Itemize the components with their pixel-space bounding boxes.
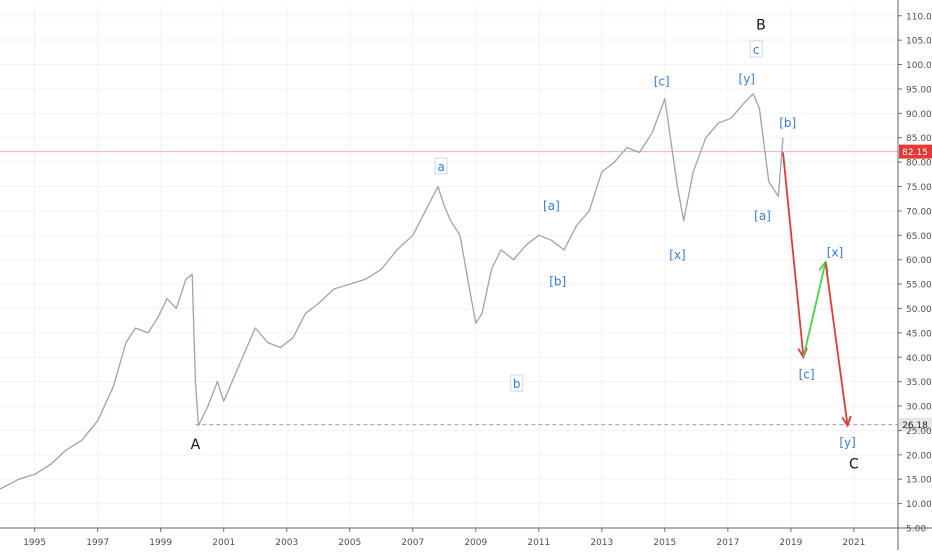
wave-label: [c] — [799, 367, 815, 381]
x-tick-label: 2005 — [338, 538, 361, 548]
wave-labels: Aa b [a] [b] [c] [x] [y] cB [b] [a] [c] [x] [y] C — [191, 18, 859, 473]
x-tick-label: 2017 — [716, 538, 739, 548]
y-tick-label: 90.00 — [906, 110, 932, 120]
y-tick-label: 25.00 — [906, 427, 932, 437]
x-tick-label: 2015 — [653, 538, 676, 548]
y-tick-label: 35.00 — [906, 378, 932, 388]
last-price-label: 82.15 — [902, 148, 928, 158]
y-tick-label: 110.00 — [906, 12, 932, 22]
y-tick-label: 105.00 — [906, 37, 932, 47]
wave-label: [x] — [827, 245, 843, 259]
wave-label: [a] — [754, 209, 771, 223]
wave-label-box — [434, 157, 448, 175]
wave-label: [y] — [739, 72, 755, 86]
x-tick-label: 2013 — [590, 538, 613, 548]
reference-lines: 82.15 26.18 — [0, 144, 932, 432]
x-tick-label: 2011 — [527, 538, 550, 548]
wave-label: c — [753, 43, 760, 57]
y-tick-label: 85.00 — [906, 134, 932, 144]
wave-label: [y] — [839, 436, 855, 450]
projection-arrow-3 — [824, 262, 849, 426]
wave-label: [a] — [543, 199, 560, 213]
wave-label: B — [756, 18, 766, 34]
y-tick-label: 40.00 — [906, 354, 932, 364]
projection-arrow-2 — [802, 261, 827, 358]
y-tick-label: 55.00 — [906, 281, 932, 291]
x-tick-label: 2001 — [212, 538, 235, 548]
y-tick-label: 10.00 — [906, 500, 932, 510]
y-tick-label: 80.00 — [906, 159, 932, 169]
wave-label: [b] — [549, 275, 566, 289]
y-tick-label: 70.00 — [906, 207, 932, 217]
support-badge — [899, 417, 932, 432]
y-tick-label: 15.00 — [906, 476, 932, 486]
y-tick-label: 60.00 — [906, 256, 932, 266]
y-tick-label: 75.00 — [906, 183, 932, 193]
y-tick-label: 45.00 — [906, 329, 932, 339]
projection-arrow-1 — [782, 152, 805, 358]
x-tick-label: 1997 — [86, 538, 109, 548]
wave-label: b — [513, 377, 521, 391]
x-tick-label: 2007 — [401, 538, 424, 548]
wave-label: [c] — [654, 75, 670, 89]
y-tick-label: 95.00 — [906, 85, 932, 95]
wave-label: a — [437, 160, 444, 174]
x-tick-label: 1995 — [23, 538, 46, 548]
x-tick-label: 2019 — [779, 538, 802, 548]
y-tick-label: 20.00 — [906, 451, 932, 461]
projection-arrows — [782, 152, 852, 428]
y-tick-label: 5.00 — [906, 525, 926, 535]
x-tick-label: 1999 — [149, 538, 172, 548]
support-label: 26.18 — [902, 421, 928, 431]
wave-label: C — [849, 457, 859, 473]
x-tick-label: 2003 — [275, 538, 298, 548]
y-tick-label: 50.00 — [906, 305, 932, 315]
x-tick-label: 2021 — [842, 538, 865, 548]
wave-label: [b] — [779, 116, 796, 130]
price-line — [0, 93, 784, 490]
y-tick-label: 100.00 — [906, 61, 932, 71]
price-series — [0, 93, 784, 490]
last-price-badge — [899, 144, 932, 159]
projection-arrowhead-3 — [841, 415, 852, 428]
wave-label-box — [749, 40, 763, 58]
wave-label: A — [191, 437, 201, 453]
wave-label: [x] — [669, 248, 685, 262]
y-tick-label: 30.00 — [906, 403, 932, 413]
x-tick-label: 2009 — [464, 538, 487, 548]
y-tick-label: 65.00 — [906, 232, 932, 242]
grid — [0, 6, 898, 529]
wave-label-box — [510, 374, 524, 392]
